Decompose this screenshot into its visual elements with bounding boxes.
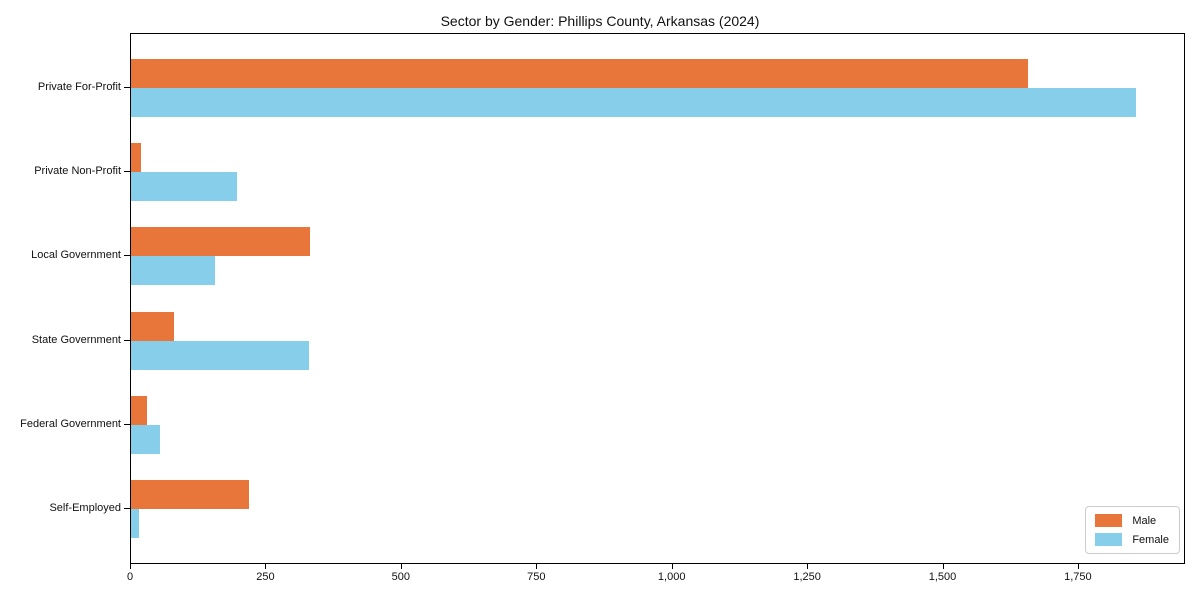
x-axis-tick [536, 564, 538, 569]
x-tick-label: 1,500 [928, 571, 957, 583]
y-axis-tick [124, 86, 130, 88]
x-tick-label: 1,250 [793, 571, 821, 583]
x-tick-label: 0 [126, 571, 134, 583]
legend-swatch-female [1095, 533, 1123, 546]
y-axis-tick [124, 171, 130, 173]
x-axis-tick [807, 564, 809, 569]
y-axis-tick [124, 508, 130, 510]
y-tick-label: Federal Government [20, 417, 121, 430]
y-tick-label: State Government [31, 333, 121, 346]
y-axis-tick [124, 339, 130, 341]
bar-female-3 [131, 340, 309, 370]
bar-male-4 [131, 395, 148, 425]
bar-female-4 [131, 424, 161, 454]
chart-title: Sector by Gender: Phillips County, Arkan… [440, 13, 760, 29]
x-tick-label: 500 [391, 571, 410, 583]
legend: Male Female [1085, 506, 1180, 554]
x-axis-tick [671, 564, 673, 569]
bar-male-2 [131, 227, 310, 257]
legend-label-female: Female [1132, 533, 1169, 546]
y-tick-label: Private For-Profit [37, 80, 121, 93]
y-tick-label: Private Non-Profit [34, 165, 121, 178]
bar-male-3 [131, 311, 175, 341]
bar-female-1 [131, 172, 237, 202]
legend-item-female: Female [1095, 533, 1169, 546]
legend-label-male: Male [1132, 514, 1157, 527]
x-axis-tick [130, 564, 131, 569]
bar-female-2 [131, 256, 215, 286]
x-tick-label: 1,000 [657, 571, 686, 583]
x-axis-tick [400, 564, 402, 569]
x-axis-tick [265, 564, 267, 569]
bar-female-5 [131, 509, 140, 539]
bar-male-1 [131, 143, 141, 173]
y-tick-label: Self-Employed [49, 502, 121, 515]
x-tick-label: 250 [256, 571, 275, 583]
y-axis-tick [124, 255, 130, 257]
x-tick-label: 750 [527, 571, 546, 583]
legend-item-male: Male [1095, 514, 1169, 527]
plot-area [130, 33, 1185, 564]
bar-male-5 [131, 480, 250, 510]
x-axis-tick [1077, 564, 1079, 569]
x-tick-label: 1,750 [1064, 571, 1092, 583]
legend-swatch-male [1095, 514, 1123, 527]
y-tick-label: Local Government [31, 249, 121, 262]
x-axis-tick [942, 564, 944, 569]
bar-male-0 [131, 58, 1028, 88]
y-axis-tick [124, 423, 130, 425]
bar-female-0 [131, 87, 1136, 117]
